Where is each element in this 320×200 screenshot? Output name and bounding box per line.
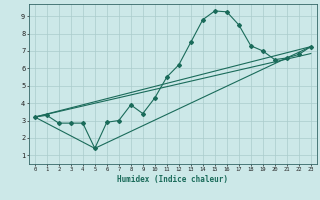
X-axis label: Humidex (Indice chaleur): Humidex (Indice chaleur)	[117, 175, 228, 184]
